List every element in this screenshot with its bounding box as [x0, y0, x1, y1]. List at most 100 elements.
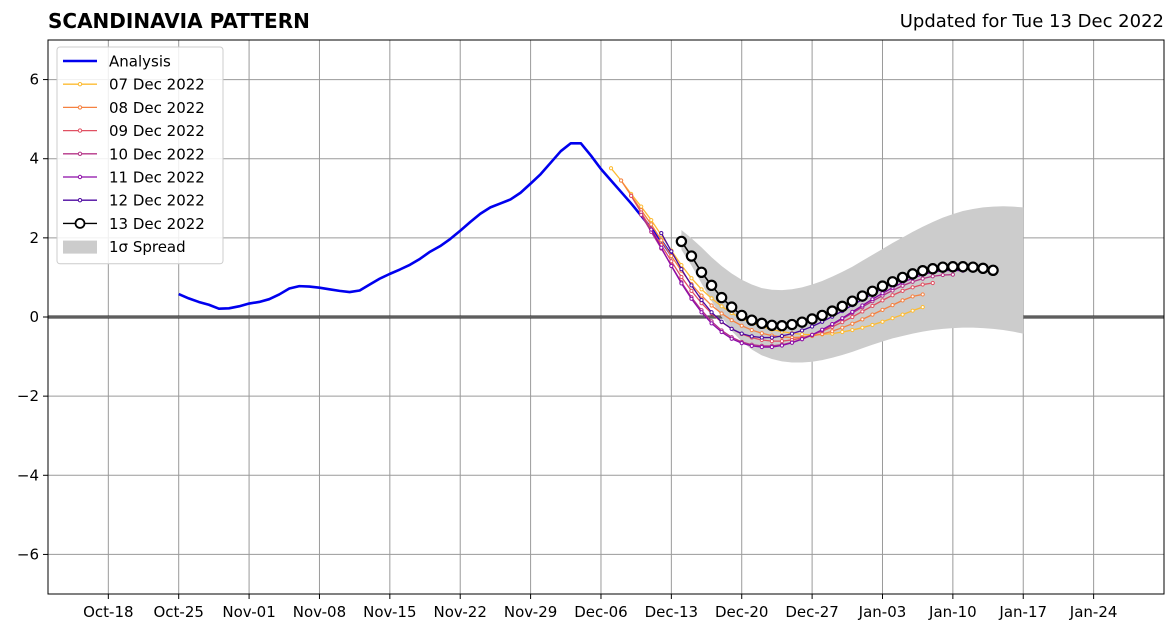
forecast-point: [856, 290, 869, 302]
forecast-point: [810, 332, 815, 337]
forecast-point: [689, 283, 694, 288]
forecast-point: [699, 297, 704, 303]
forecast-point: [900, 312, 905, 317]
forecast-point: [608, 166, 614, 171]
forecast-point: [987, 264, 999, 277]
forecast-point: [709, 296, 714, 301]
legend-label: 12 Dec 2022: [109, 192, 205, 210]
forecast-point: [779, 339, 785, 344]
forecast-point: [709, 321, 714, 326]
forecast-point: [910, 285, 915, 290]
y-tick-label: −2: [17, 387, 39, 405]
forecast-point: [695, 266, 708, 278]
x-tick-label: Nov-01: [222, 603, 275, 621]
forecast-point: [729, 336, 734, 341]
forecast-point: [917, 265, 929, 277]
forecast-point: [880, 319, 885, 324]
legend-box: [56, 46, 224, 265]
y-tick-label: 6: [29, 71, 39, 89]
forecast-point: [940, 272, 945, 278]
forecast-point: [618, 178, 624, 183]
chart-title: SCANDINAVIA PATTERN: [48, 9, 310, 33]
forecast-point: [659, 238, 664, 243]
updated-label: Updated for Tue 13 Dec 2022: [899, 11, 1164, 32]
legend-label: 08 Dec 2022: [109, 99, 205, 117]
forecast-point: [906, 268, 919, 280]
forecast-point: [866, 285, 879, 297]
x-tick-label: Jan-17: [998, 603, 1047, 621]
forecast-point: [880, 298, 885, 303]
forecast-point: [910, 294, 915, 299]
y-tick-label: −6: [17, 545, 39, 563]
forecast-point: [649, 227, 654, 232]
forecast-point: [659, 245, 664, 250]
forecast-point: [675, 235, 688, 248]
plot-area: [178, 141, 1024, 363]
forecast-point: [719, 311, 724, 316]
forecast-point: [799, 328, 805, 333]
forecast-point: [669, 253, 674, 259]
forecast-point: [725, 301, 738, 313]
forecast-point: [796, 316, 808, 328]
forecast-point: [927, 263, 939, 275]
forecast-point: [846, 295, 859, 307]
forecast-point: [756, 317, 768, 330]
legend-marker: [77, 198, 83, 203]
forecast-point: [685, 250, 698, 262]
forecast-point: [920, 282, 925, 287]
forecast-point: [699, 287, 704, 292]
forecast-point: [920, 292, 925, 297]
forecast-point: [776, 320, 788, 332]
forecast-point: [850, 321, 855, 326]
forecast-point: [836, 300, 848, 313]
x-tick-label: Jan-10: [928, 603, 977, 621]
forecast-point: [786, 318, 798, 331]
forecast-point: [719, 329, 724, 335]
legend-label: 09 Dec 2022: [109, 122, 205, 140]
forecast-point: [746, 314, 758, 326]
forecast-point: [840, 329, 845, 335]
forecast-point: [715, 291, 728, 304]
forecast-point: [830, 329, 835, 334]
forecast-point: [769, 339, 774, 344]
forecast-point: [920, 305, 925, 310]
forecast-point: [820, 327, 825, 332]
forecast-point: [840, 316, 845, 321]
y-tick-label: 4: [29, 150, 39, 168]
x-tick-label: Nov-15: [363, 603, 416, 621]
forecast-point: [850, 314, 855, 320]
forecast-point: [709, 303, 714, 308]
forecast-point: [699, 293, 704, 298]
y-tick-label: 2: [29, 229, 39, 247]
forecast-point: [739, 341, 744, 346]
forecast-point: [870, 303, 875, 309]
forecast-point: [639, 212, 644, 218]
forecast-point: [860, 303, 865, 308]
legend-label: 1σ Spread: [109, 238, 186, 256]
forecast-point: [830, 322, 835, 327]
y-tick-label: −4: [17, 466, 39, 484]
legend-label: 10 Dec 2022: [109, 145, 205, 163]
legend-marker: [77, 128, 83, 133]
forecast-point: [896, 271, 909, 284]
forecast-point: [886, 276, 899, 288]
forecast-point: [810, 324, 815, 329]
forecast-point: [947, 261, 959, 273]
forecast-point: [709, 310, 714, 315]
forecast-point: [779, 333, 785, 339]
x-tick-label: Jan-24: [1069, 603, 1118, 621]
forecast-point: [870, 322, 875, 328]
forecast-point: [880, 291, 885, 296]
forecast-point: [729, 326, 734, 331]
y-tick-label: 0: [29, 308, 39, 326]
x-tick-label: Nov-08: [293, 603, 346, 621]
forecast-point: [766, 319, 778, 332]
forecast-point: [870, 297, 875, 302]
forecast-point: [739, 323, 744, 328]
legend-marker: [77, 105, 83, 110]
forecast-point: [699, 310, 704, 315]
forecast-point: [659, 231, 664, 236]
x-tick-label: Oct-25: [153, 603, 203, 621]
legend-label: Analysis: [109, 53, 171, 71]
x-tick-label: Dec-06: [574, 603, 628, 621]
